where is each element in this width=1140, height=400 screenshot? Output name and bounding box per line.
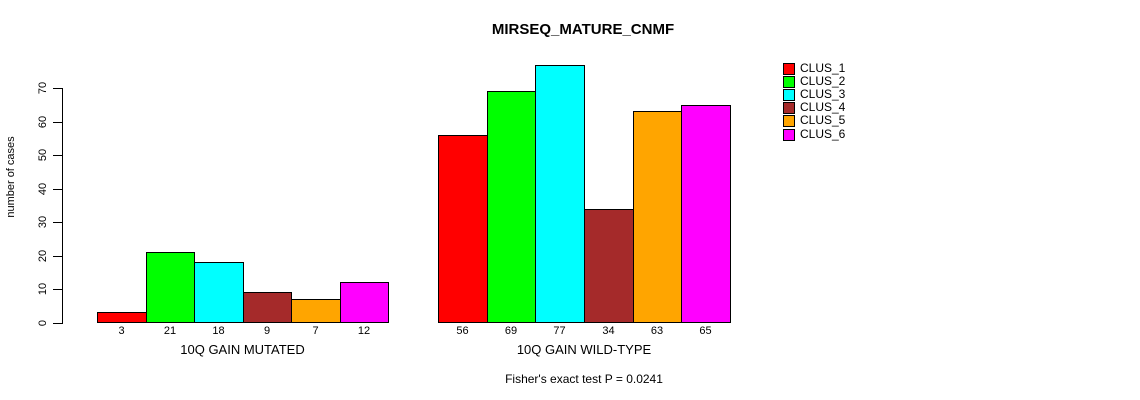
y-tick-label: 60 [37, 115, 49, 129]
bar-clus_2 [146, 252, 195, 323]
legend-swatch-clus_4 [783, 102, 795, 114]
bar-clus_3 [535, 65, 585, 323]
group-label: 10Q GAIN MUTATED [180, 342, 305, 357]
bar-value-label: 18 [212, 325, 225, 337]
y-tick-label: 70 [37, 81, 49, 95]
bar-clus_4 [243, 292, 292, 323]
y-tick [53, 155, 63, 156]
legend-label: CLUS_6 [800, 127, 846, 141]
bar-clus_4 [584, 209, 634, 323]
y-tick [53, 88, 63, 89]
y-tick [53, 122, 63, 123]
bar-value-label: 7 [312, 325, 319, 337]
bar-value-label: 21 [163, 325, 177, 337]
bar-value-label: 77 [553, 325, 566, 337]
bar-value-label: 34 [602, 325, 615, 337]
bar-value-label: 56 [456, 325, 469, 337]
chart-title: MIRSEQ_MATURE_CNMF [491, 21, 675, 38]
legend-swatch-clus_2 [783, 76, 795, 88]
bar-value-label: 69 [504, 325, 518, 337]
y-tick-label: 40 [37, 182, 49, 196]
y-tick [53, 222, 63, 223]
bar-clus_6 [340, 282, 389, 323]
y-axis-label: number of cases [5, 136, 17, 218]
bar-clus_6 [681, 105, 731, 323]
bar-clus_3 [194, 262, 244, 323]
legend-label: CLUS_1 [800, 61, 846, 75]
bar-value-label: 3 [118, 325, 125, 337]
bar-value-label: 63 [650, 325, 664, 337]
bar-value-label: 65 [699, 325, 712, 337]
fisher-test-note: Fisher's exact test P = 0.0241 [505, 372, 663, 386]
y-tick-label: 30 [37, 215, 49, 229]
y-tick [53, 256, 63, 257]
y-tick-label: 50 [37, 148, 49, 162]
legend-swatch-clus_3 [783, 89, 795, 101]
legend-label: CLUS_5 [800, 113, 846, 127]
y-tick-label: 10 [37, 282, 49, 296]
legend-label: CLUS_3 [800, 87, 846, 101]
bar-value-label: 9 [263, 325, 271, 337]
bar-clus_1 [97, 312, 147, 323]
legend-swatch-clus_1 [783, 63, 795, 75]
group-label: 10Q GAIN WILD-TYPE [516, 342, 652, 357]
bar-clus_2 [487, 91, 536, 323]
legend-label: CLUS_4 [800, 100, 846, 114]
bar-value-label: 12 [357, 325, 371, 337]
legend-label: CLUS_2 [800, 74, 846, 88]
y-axis-line [62, 88, 63, 323]
y-tick [53, 323, 63, 324]
bar-clus_5 [291, 299, 341, 323]
y-tick-label: 20 [37, 249, 49, 263]
legend-swatch-clus_6 [783, 129, 795, 141]
y-tick [53, 289, 63, 290]
bar-clus_5 [633, 111, 682, 323]
y-tick [53, 189, 63, 190]
y-tick-label: 0 [37, 319, 49, 327]
legend-swatch-clus_5 [783, 115, 795, 127]
bar-clus_1 [438, 135, 488, 323]
